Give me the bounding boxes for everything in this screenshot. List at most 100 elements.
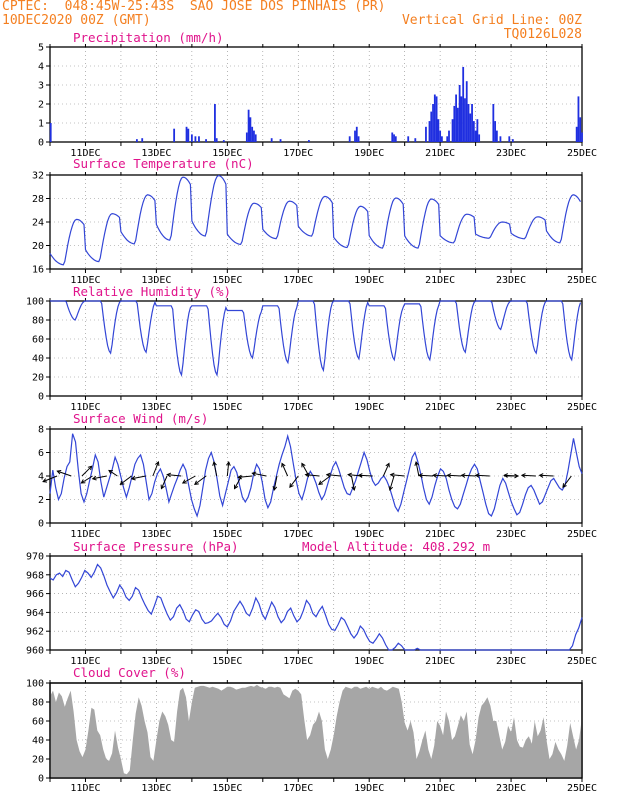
x-tick-label: 19DEC [354,402,384,413]
wind-arrow [160,475,168,489]
x-tick-label: 15DEC [212,402,242,413]
y-tick-label: 60 [32,717,44,728]
precip-bar [508,136,511,142]
precip-bar [391,132,394,142]
y-tick-label: 5 [38,43,44,54]
wind-arrow [318,475,331,485]
wind-arrow-head [351,486,356,492]
wind-arrow [447,474,462,477]
panel-title: Surface Pressure (hPa) [73,539,239,554]
wind-arrow-head [181,479,187,484]
wind-arrow-head [272,486,278,492]
y-tick-label: 962 [26,627,44,638]
x-tick-label: 23DEC [496,275,526,286]
wind-arrow [390,474,405,477]
wind-arrow [289,475,299,488]
precip-bar [357,136,360,142]
wind-arrow [461,474,476,477]
pressure-line [49,563,583,651]
wind-arrow [350,475,355,491]
precip-bar [173,128,176,142]
x-tick-label: 25DEC [567,529,597,540]
y-tick-label: 32 [32,171,44,182]
x-tick-label: 13DEC [141,529,171,540]
wind-arrow-head [226,460,231,466]
precip-bar [460,96,463,142]
precip-bar [478,134,481,142]
y-tick-label: 968 [26,570,44,581]
precip-bar [453,105,456,142]
x-tick-label: 17DEC [283,656,313,667]
precip-bar [214,104,216,142]
wind-arrow-head [87,465,93,471]
x-tick-label: 15DEC [212,148,242,159]
precip-bar [308,140,310,142]
precip-bar [249,117,252,142]
precip-bar [472,121,475,142]
panel-precip: 0 1 2 3 4 5 11DEC 13DEC 15DEC 17DEC 19DEC 21DEC 23DE… [38,30,597,159]
precip-bar [433,94,436,142]
panel-cloud: 0 20 40 60 80 100 11DEC 13DEC 15DEC 17DEC 19DEC 21D… [26,665,597,794]
x-tick-label: 25DEC [567,275,597,286]
x-tick-label: 11DEC [70,148,100,159]
precip-bar [393,134,395,142]
y-tick-label: 2 [38,100,44,111]
y-tick-label: 100 [26,679,44,690]
precip-bar [247,109,250,142]
wind-arrow-head [108,469,114,475]
x-tick-label: 23DEC [496,656,526,667]
y-tick-label: 0 [38,138,44,149]
y-tick-label: 960 [26,646,44,657]
y-tick-label: 970 [26,552,44,563]
precip-bar [495,130,498,142]
x-tick-label: 23DEC [496,783,526,794]
wind-arrow [252,472,267,477]
precip-bar [471,104,473,142]
wind-arrow [539,474,554,477]
x-tick-label: 17DEC [283,783,313,794]
panel-frame [49,682,583,779]
wind-arrow [238,475,253,478]
y-tick-label: 966 [26,589,44,600]
wind-arrow-head [304,472,310,478]
precip-bar [448,130,450,142]
x-tick-label: 15DEC [212,783,242,794]
precip-bar [254,134,257,142]
wind-arrow-head [318,480,324,486]
y-tick-label: 16 [32,265,44,276]
y-tick-label: 20 [32,373,44,384]
precip-bar [437,119,440,142]
wind-arrow-head [446,473,452,478]
cloud-cover-area [50,684,582,778]
y-tick-label: 24 [32,218,44,229]
precip-bar [348,136,351,142]
x-tick-label: 11DEC [70,783,100,794]
wind-arrow [42,475,58,483]
x-tick-label: 23DEC [496,529,526,540]
wind-arrow [92,475,107,480]
precip-bar [279,139,282,142]
humidity-line [50,300,582,377]
x-tick-label: 11DEC [70,402,100,413]
precip-bar [253,130,255,142]
precip-bar [245,132,248,142]
precip-bar [215,138,218,142]
wind-arrow [326,474,341,477]
precip-bar [407,136,410,142]
y-tick-label: 3 [38,81,44,92]
wind-arrow [194,475,207,485]
wind-arrow-head [91,475,97,481]
precip-bar [135,139,138,142]
precip-bar [270,138,273,142]
y-tick-label: 28 [32,194,44,205]
wind-arrow-head [325,472,331,478]
precip-bar [435,96,438,142]
x-tick-label: 17DEC [283,275,313,286]
x-tick-label: 11DEC [70,529,100,540]
x-tick-label: 21DEC [425,402,455,413]
y-tick-label: 964 [26,608,44,619]
wind-arrow-head [520,473,526,478]
wind-arrow-head [42,478,48,483]
wind-arrow-head [251,471,257,477]
